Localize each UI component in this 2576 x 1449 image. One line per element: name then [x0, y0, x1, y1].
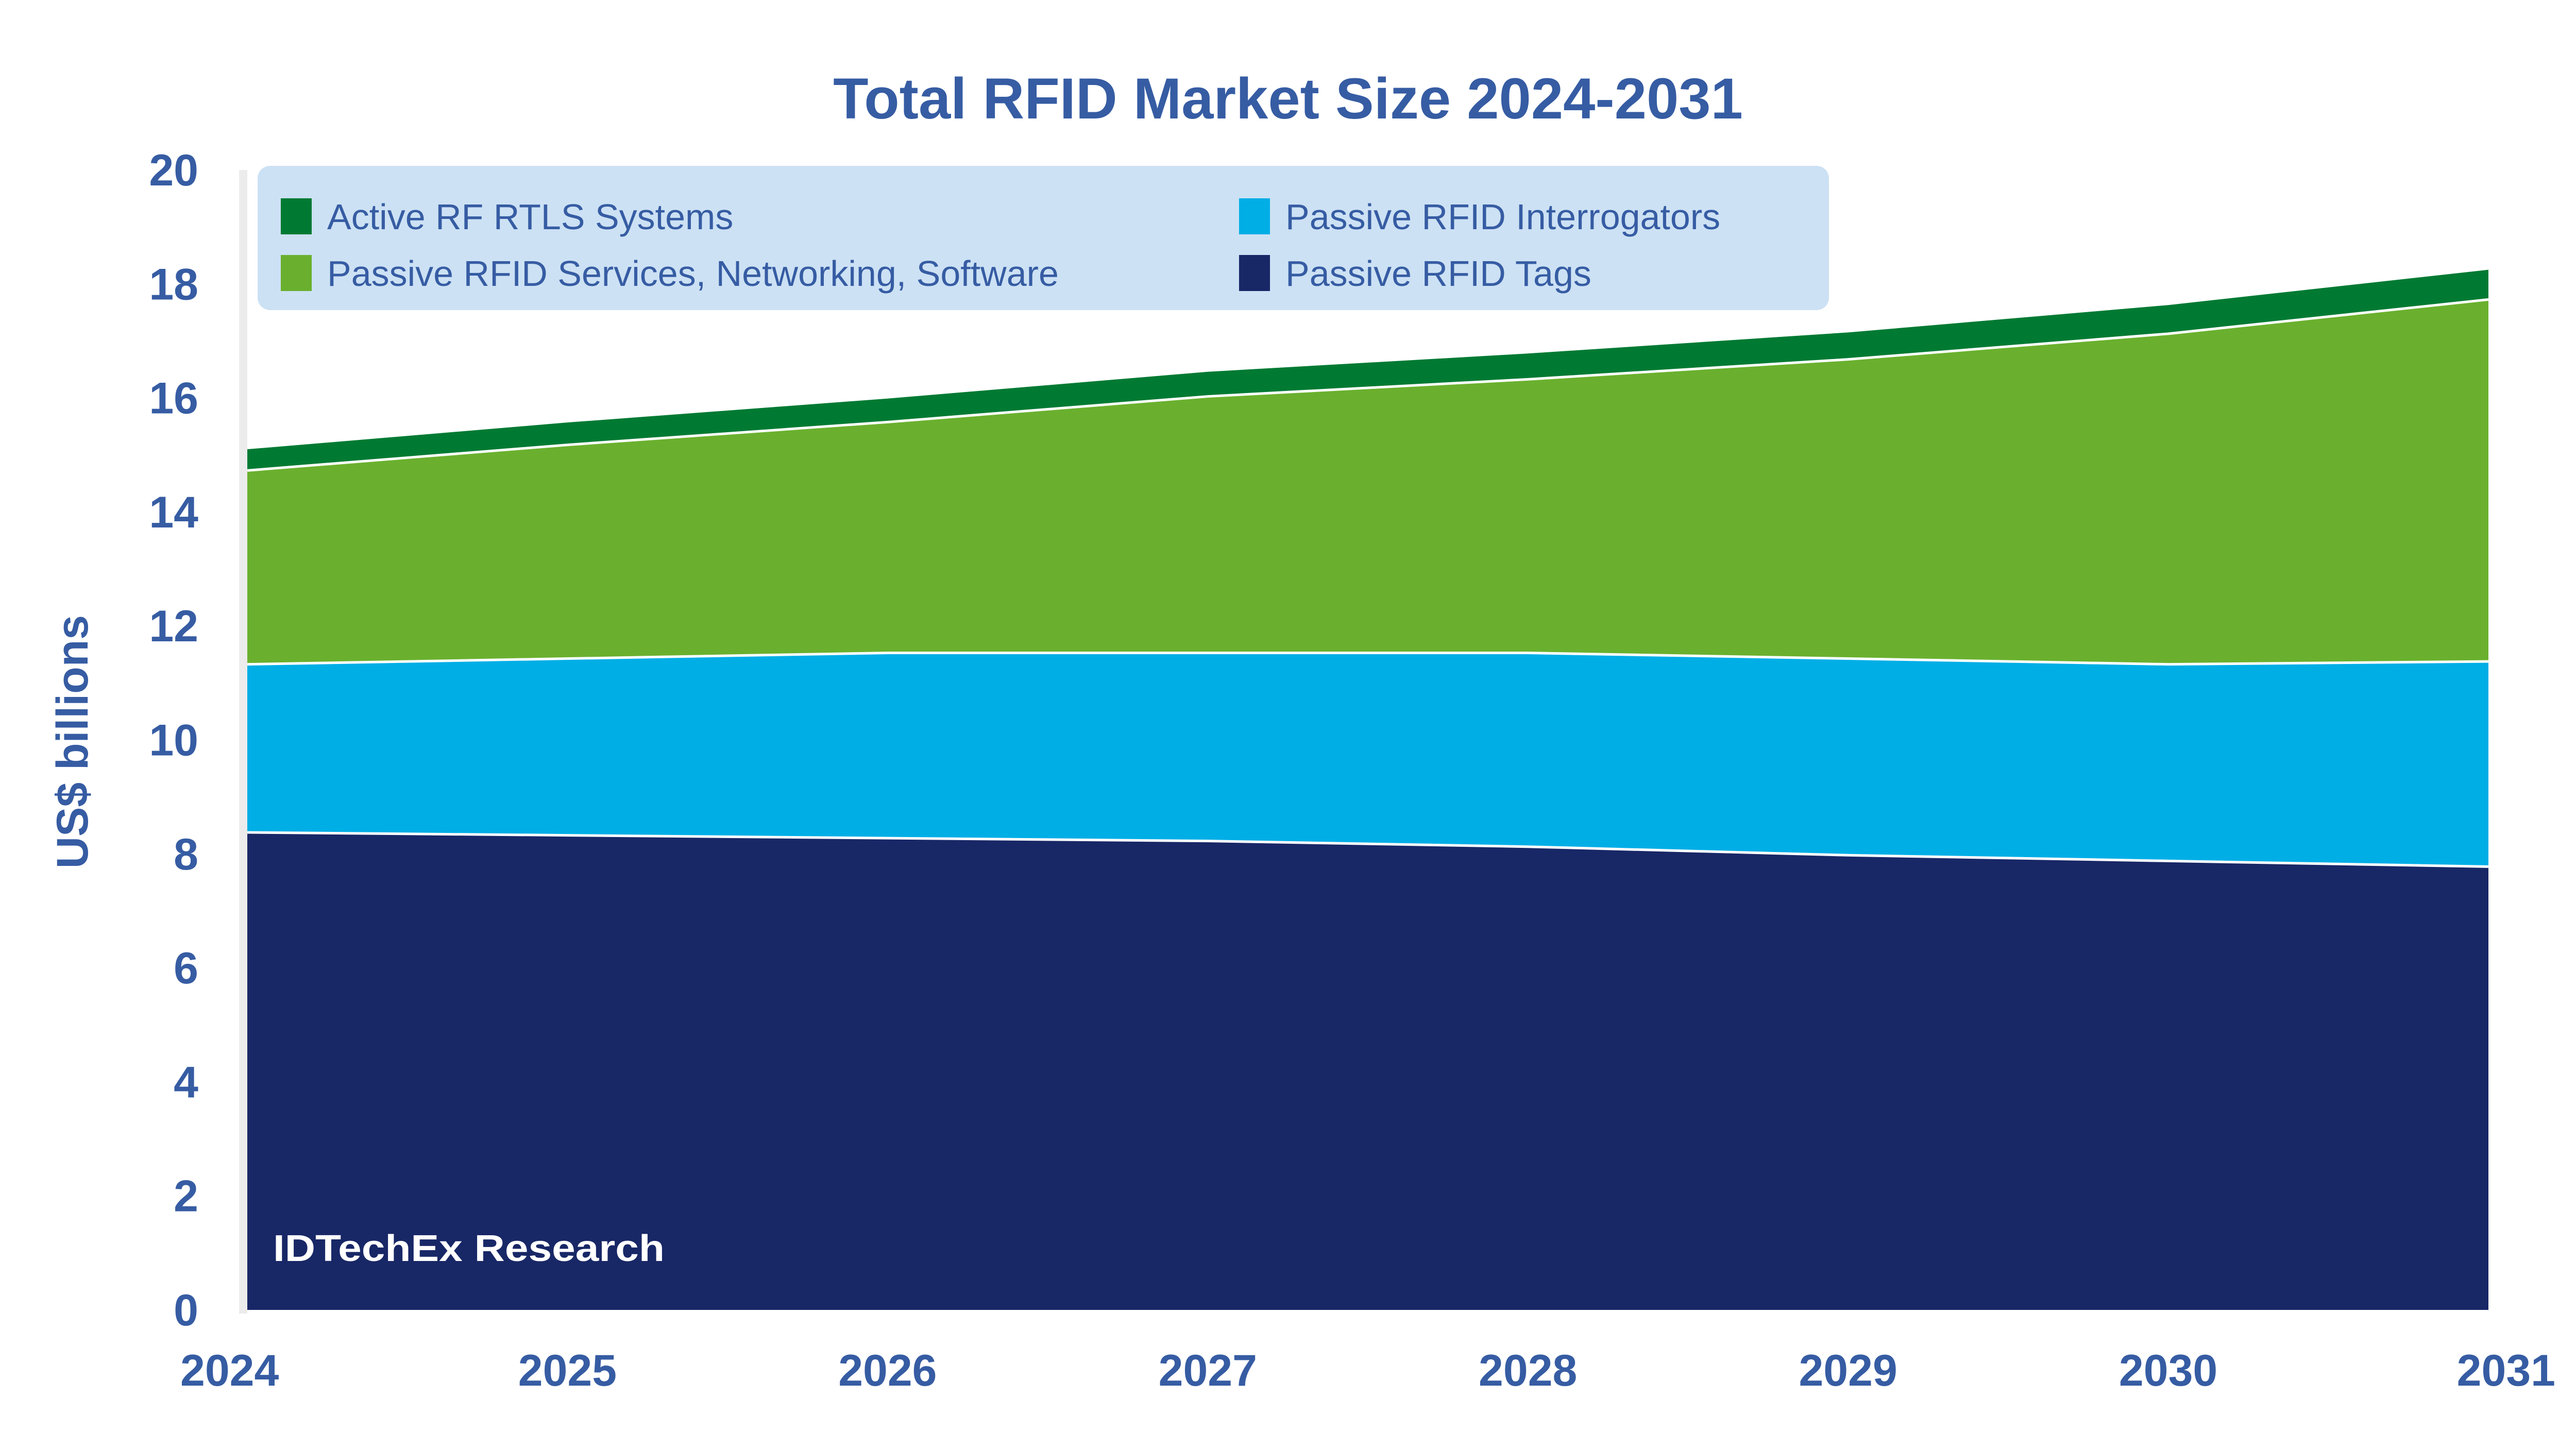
legend-label: Passive RFID Tags — [1285, 253, 1591, 294]
y-tick-label: 14 — [149, 488, 198, 537]
y-tick-label: 0 — [174, 1286, 198, 1335]
legend-label: Passive RFID Services, Networking, Softw… — [327, 253, 1059, 294]
area-passive-rfid-services-networking-software — [247, 298, 2488, 663]
chart-title: Total RFID Market Size 2024-2031 — [833, 66, 1743, 131]
area-passive-rfid-tags — [247, 831, 2488, 1310]
legend: Active RF RTLS Systems Passive RFID Inter… — [258, 166, 1829, 310]
x-tick-label: 2027 — [1159, 1346, 1257, 1395]
legend-swatch — [1239, 255, 1270, 291]
y-tick-label: 20 — [149, 146, 198, 195]
y-tick-label: 12 — [149, 602, 198, 651]
area-passive-rfid-interrogators — [247, 651, 2488, 865]
y-tick-label: 10 — [149, 716, 198, 765]
legend-swatch — [281, 198, 312, 234]
legend-swatch — [1239, 198, 1270, 234]
x-tick-label: 2028 — [1479, 1346, 1577, 1395]
area-active-rf-rtls-systems — [247, 269, 2488, 469]
y-axis-label: US$ billions — [48, 615, 97, 868]
legend-label: Active RF RTLS Systems — [327, 197, 733, 237]
x-tick-label: 2026 — [838, 1346, 937, 1395]
x-tick-label: 2024 — [180, 1346, 279, 1395]
logo: IDTechEx Research — [273, 1228, 665, 1269]
logo-text: IDTechEx Research — [273, 1228, 665, 1269]
y-tick-label: 2 — [174, 1172, 198, 1221]
y-tick-label: 6 — [174, 944, 198, 993]
y-tick-label: 18 — [149, 260, 198, 309]
x-tick-label: 2031 — [2457, 1346, 2555, 1395]
legend-swatch — [281, 255, 312, 291]
y-tick-label: 8 — [174, 830, 198, 879]
x-tick-label: 2025 — [518, 1346, 617, 1395]
y-axis-line — [239, 170, 247, 1314]
y-tick-label: 4 — [174, 1058, 198, 1107]
legend-label: Passive RFID Interrogators — [1285, 197, 1720, 237]
y-tick-label: 16 — [149, 374, 198, 423]
legend-box — [258, 166, 1829, 310]
x-tick-label: 2030 — [2119, 1346, 2217, 1395]
x-tick-label: 2029 — [1799, 1346, 1897, 1395]
